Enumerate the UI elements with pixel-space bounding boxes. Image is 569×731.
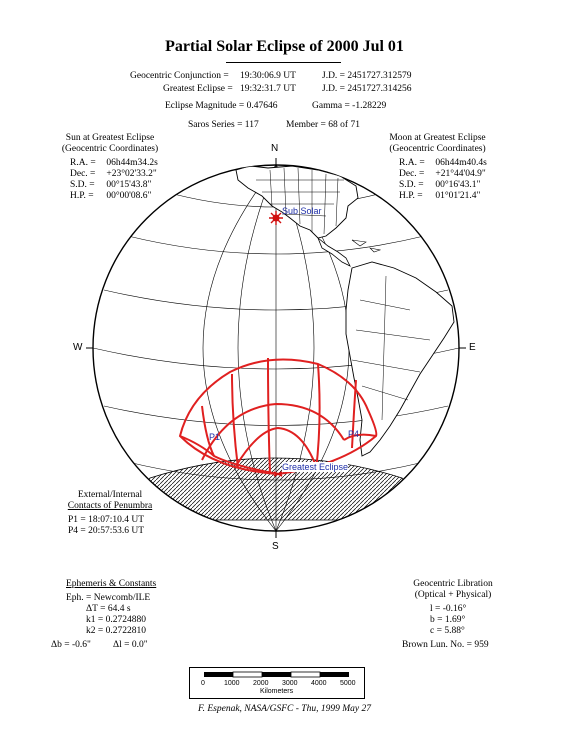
p1-label: P1	[209, 432, 221, 442]
scale-unit: Kilometers	[260, 688, 294, 695]
greatest-eclipse-jd: J.D. = 2451727.314256	[322, 84, 412, 94]
libration-heading: Geocentric Libration	[413, 579, 493, 589]
south-america-landmass	[345, 261, 455, 457]
scale-segments	[204, 671, 349, 678]
libration-l: l = -0.16°	[430, 604, 467, 614]
eclipse-magnitude: Eclipse Magnitude = 0.47646	[165, 101, 278, 111]
contacts-heading: External/Internal	[77, 490, 143, 500]
ephemeris-k1: k1 = 0.2724880	[86, 615, 146, 625]
contact-p1: P1 = 18:07:10.4 UT	[68, 515, 145, 525]
sub-solar-marker	[269, 211, 283, 225]
scale-tick-1000: 1000	[224, 680, 240, 687]
greatest-eclipse-marker	[273, 471, 283, 477]
south-america-borders	[351, 275, 431, 421]
libration-subheading: (Optical + Physical)	[414, 590, 492, 600]
moon-subheading: (Geocentric Coordinates)	[389, 144, 486, 154]
saros-series: Saros Series = 117	[188, 120, 259, 130]
ephemeris-heading: Ephemeris & Constants	[66, 579, 157, 589]
conjunction-jd: J.D. = 2451727.312579	[322, 71, 412, 81]
sun-hp: H.P. = 00°00'08.6"	[70, 191, 152, 201]
state-borders	[256, 167, 344, 235]
scale-box	[189, 667, 365, 699]
ephemeris-eph: Eph. = Newcomb/ILE	[66, 593, 151, 603]
sun-sd: S.D. = 00°15'43.8"	[70, 180, 152, 190]
ephemeris-delta-b: Δb = -0.6"	[51, 640, 91, 650]
libration-c: c = 5.88°	[430, 626, 465, 636]
scale-tick-2000: 2000	[253, 680, 269, 687]
greatest-eclipse-label: Greatest Eclipse =	[163, 84, 233, 94]
p4-label: P4	[348, 429, 360, 439]
ephemeris-delta-l: Δl = 0.0"	[113, 640, 148, 650]
south-label: S	[272, 541, 279, 552]
gamma: Gamma = -1.28229	[312, 101, 387, 111]
ephemeris-k2: k2 = 0.2722810	[86, 626, 146, 636]
moon-heading: Moon at Greatest Eclipse	[389, 133, 486, 143]
north-america-landmass	[235, 165, 359, 239]
scale-tick-3000: 3000	[282, 680, 298, 687]
credit-footer: F. Espenak, NASA/GSFC - Thu, 1999 May 27	[198, 704, 371, 714]
moon-hp: H.P. = 01°01'21.4"	[399, 191, 481, 201]
north-label: N	[271, 143, 279, 154]
conjunction-label: Geocentric Conjunction =	[130, 71, 229, 81]
penumbra-outline	[178, 357, 378, 476]
page-title: Partial Solar Eclipse of 2000 Jul 01	[165, 38, 404, 55]
moon-ra: R.A. = 06h44m40.4s	[399, 158, 487, 168]
ephemeris-delta-t: ΔT = 64.4 s	[86, 604, 131, 614]
greatest-eclipse-label: Greatest Eclipse	[282, 462, 349, 472]
west-label: W	[73, 342, 83, 353]
sub-solar-label: Sub Solar	[282, 206, 322, 216]
moon-dec: Dec. = +21°44'04.9"	[399, 169, 486, 179]
central-america-landmass	[317, 236, 351, 267]
contacts-subheading: Contacts of Penumbra	[67, 501, 153, 511]
antarctica-landmass	[121, 457, 431, 521]
moon-sd: S.D. = 00°16'43.1"	[399, 180, 481, 190]
greatest-eclipse-time: 19:32:31.7 UT	[240, 84, 296, 94]
scale-tick-5000: 5000	[340, 680, 356, 687]
saros-member: Member = 68 of 71	[286, 120, 360, 130]
conjunction-time: 19:30:06.9 UT	[240, 71, 296, 81]
sun-heading: Sun at Greatest Eclipse	[65, 133, 155, 143]
compass-ticks	[86, 158, 466, 538]
scale-tick-0: 0	[201, 680, 205, 687]
sun-ra: R.A. = 06h44m34.2s	[70, 158, 158, 168]
sun-subheading: (Geocentric Coordinates)	[61, 144, 159, 154]
brown-lunation: Brown Lun. No. = 959	[402, 640, 489, 650]
graticule	[93, 165, 459, 531]
title-underline	[226, 62, 341, 63]
east-label: E	[469, 342, 476, 353]
contact-p4: P4 = 20:57:53.6 UT	[68, 526, 145, 536]
sun-dec: Dec. = +23°02'33.2"	[70, 169, 157, 179]
scale-tick-4000: 4000	[311, 680, 327, 687]
libration-b: b = 1.69°	[430, 615, 466, 625]
